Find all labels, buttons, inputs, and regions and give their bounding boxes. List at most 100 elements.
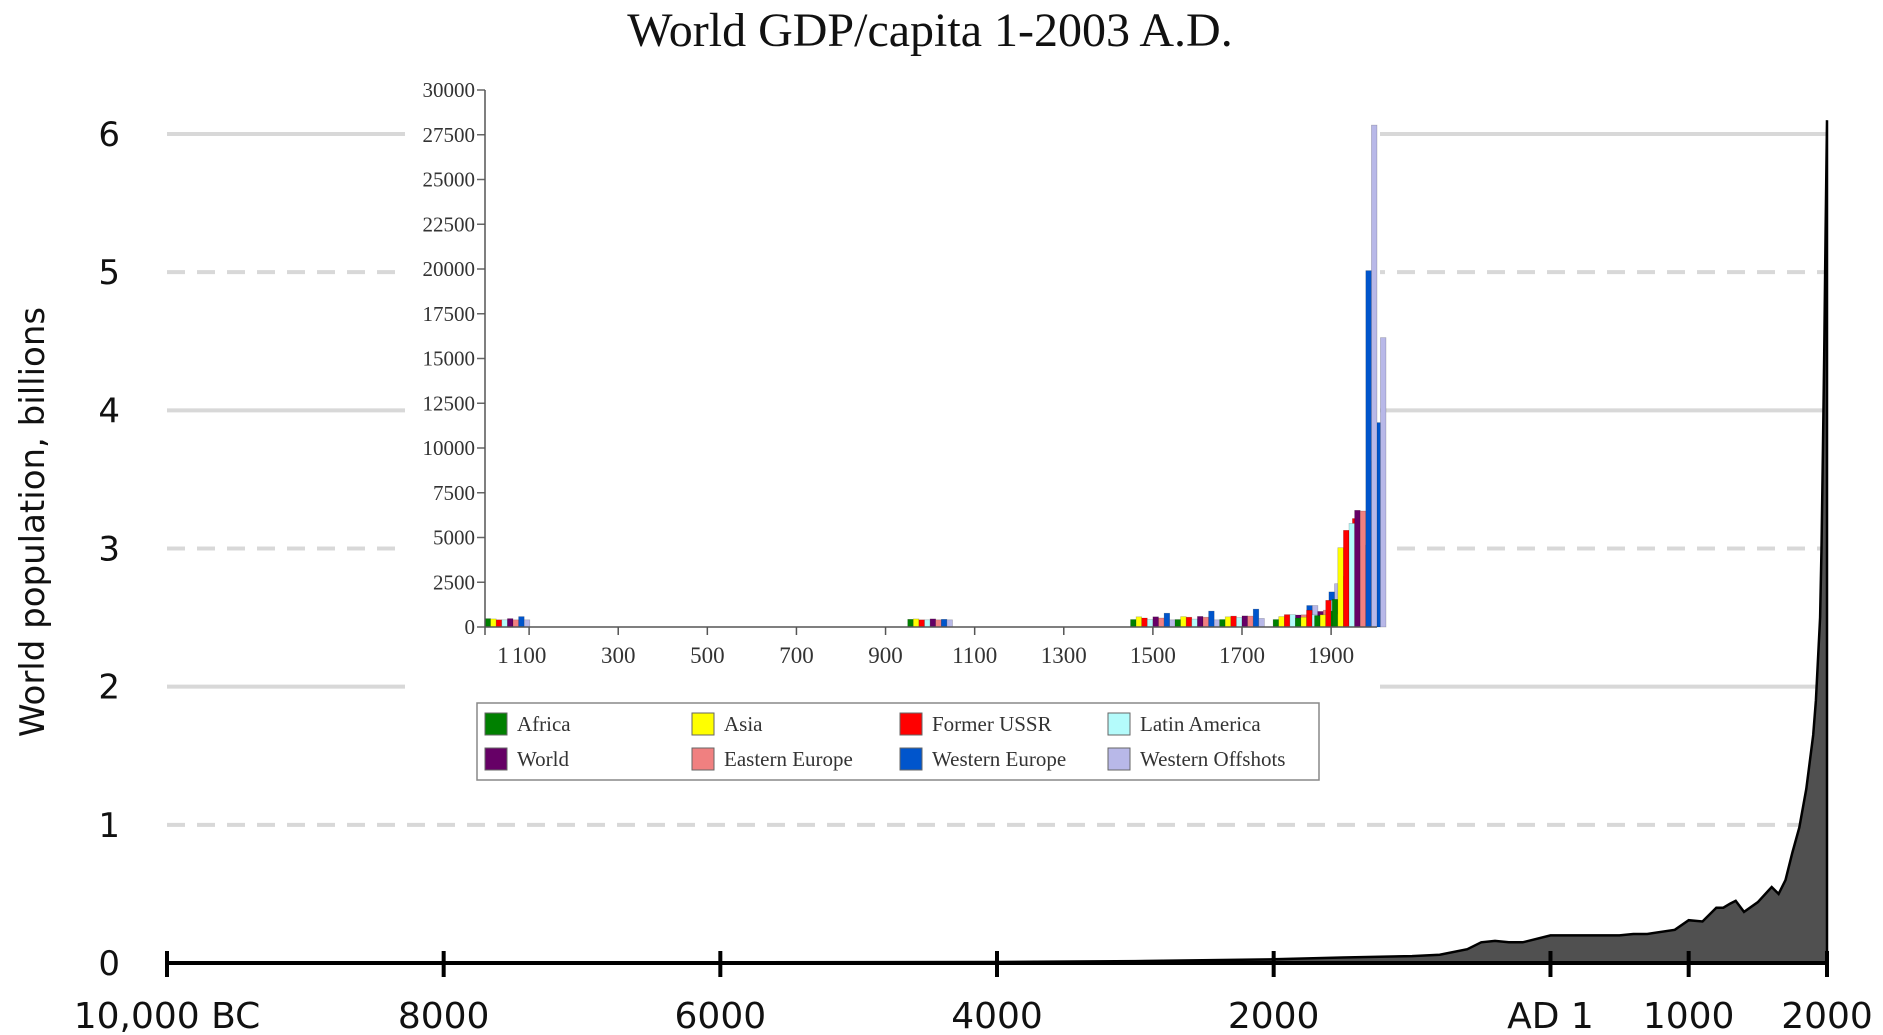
gdp-bar <box>1180 616 1187 628</box>
gdp-bar <box>1213 619 1221 628</box>
gdp-bar <box>1365 270 1372 628</box>
gdp-bar <box>1337 547 1344 628</box>
gdp-x-tick-label: 100 <box>512 643 547 668</box>
population-area <box>165 120 1829 965</box>
gdp-bar <box>1331 598 1339 628</box>
gdp-bar <box>1174 619 1181 628</box>
population-y-ticks: 0 1 2 3 4 5 6 <box>98 115 120 984</box>
gdp-x-tick-label: 1500 <box>1130 643 1176 668</box>
gdp-bar <box>1295 617 1302 628</box>
gdp-bar <box>518 616 525 628</box>
gdp-y-tick-label: 0 <box>465 615 476 639</box>
gdp-x-tick-label: 1300 <box>1041 643 1087 668</box>
gdp-y-tick-label: 7500 <box>433 481 475 505</box>
gdp-legend-label: World <box>517 747 569 771</box>
population-y-tick-label: 5 <box>98 253 120 293</box>
gdp-bar <box>1135 616 1142 628</box>
gdp-bar <box>1343 529 1350 628</box>
gdp-legend-swatch <box>1107 712 1131 736</box>
gdp-bar <box>1208 610 1215 628</box>
gdp-bar <box>1185 616 1193 628</box>
gdp-x-tick-label: 1900 <box>1308 643 1354 668</box>
gdp-legend-label: Latin America <box>1140 712 1261 736</box>
gdp-bar <box>1380 337 1387 628</box>
gdp-bar <box>1202 616 1209 628</box>
gdp-legend-box <box>476 702 1320 781</box>
gdp-bar <box>935 619 942 628</box>
gdp-bar <box>1241 615 1248 628</box>
gdp-bar <box>1325 599 1332 628</box>
gdp-legend: Africa Asia Former USSR Latin America World E… <box>476 702 1320 781</box>
gdp-legend-label: Western Europe <box>932 747 1066 771</box>
gdp-bar <box>1130 619 1137 628</box>
gdp-bar <box>1169 619 1176 628</box>
gdp-bar <box>1219 619 1226 628</box>
gdp-bar <box>1230 615 1237 628</box>
gdp-bar <box>523 619 531 628</box>
gdp-legend-label: Africa <box>517 712 571 736</box>
gdp-bar <box>1272 619 1279 628</box>
gdp-bar <box>1306 609 1313 628</box>
gdp-chart-title: World GDP/capita 1-2003 A.D. <box>627 4 1232 57</box>
gdp-y-tick-label: 20000 <box>423 257 476 281</box>
gdp-bar <box>1300 616 1307 628</box>
gdp-y-tick-label: 30000 <box>423 78 476 102</box>
population-x-tick-label: 10,000 BC <box>74 996 261 1035</box>
gdp-bar <box>1348 523 1355 628</box>
gdp-legend-label: Former USSR <box>932 712 1052 736</box>
gdp-x-ticks: 1 100 300 500 700 900 1100 1300 1500 1700 1900 <box>484 627 1354 668</box>
gdp-bar <box>1147 619 1154 628</box>
population-y-tick-label: 1 <box>98 806 120 846</box>
gdp-bar <box>907 618 914 628</box>
gdp-legend-swatch <box>899 712 923 736</box>
gdp-inset-chart: World GDP/capita 1-2003 A.D. 0 2500 5000 75… <box>405 4 1387 800</box>
gdp-legend-label: Asia <box>724 712 763 736</box>
gdp-bar <box>512 619 519 628</box>
gdp-y-tick-label: 22500 <box>423 212 476 236</box>
population-y-tick-label: 6 <box>98 115 120 155</box>
gdp-x-tick-label: 700 <box>779 643 814 668</box>
gdp-legend-label: Eastern Europe <box>724 747 853 771</box>
population-y-tick-label: 2 <box>98 668 120 708</box>
gdp-bar <box>495 619 503 628</box>
gdp-bar <box>1354 509 1361 628</box>
gdp-bar <box>1359 510 1367 628</box>
gdp-bar <box>924 619 931 628</box>
gdp-y-tick-label: 2500 <box>433 570 475 594</box>
gdp-y-ticks: 0 2500 5000 7500 10000 12500 15000 17500 20000 22… <box>423 78 485 639</box>
gdp-y-tick-label: 15000 <box>423 347 476 371</box>
population-x-tick-label: 2000 <box>1781 996 1873 1035</box>
population-x-tick-label: 4000 <box>951 996 1043 1035</box>
gdp-x-tick-label: 900 <box>868 643 903 668</box>
gdp-legend-swatch <box>1107 747 1131 771</box>
population-y-tick-label: 4 <box>98 391 120 431</box>
gdp-x-tick-label: 1100 <box>952 643 997 668</box>
gdp-y-tick-label: 27500 <box>423 123 476 147</box>
gdp-bar <box>1314 615 1321 628</box>
gdp-bar <box>1258 618 1265 628</box>
gdp-bar <box>1141 617 1148 628</box>
gdp-legend-label: Western Offshots <box>1140 747 1285 771</box>
gdp-bar <box>1371 124 1378 628</box>
gdp-bar <box>507 618 514 628</box>
population-y-axis-label: World population, billions <box>13 307 53 737</box>
inset-background <box>405 72 1380 800</box>
gdp-y-tick-label: 10000 <box>423 436 476 460</box>
gdp-x-tick-label: 500 <box>690 643 725 668</box>
gdp-x-tick-label: 1 <box>497 643 509 668</box>
gdp-bar <box>929 618 936 628</box>
gdp-axes <box>484 90 1377 628</box>
gdp-bar <box>940 618 948 628</box>
gdp-bar <box>1236 617 1243 628</box>
gdp-bar <box>1278 616 1285 628</box>
gdp-y-tick-label: 17500 <box>423 302 476 326</box>
gdp-bar <box>1319 614 1326 628</box>
gdp-y-tick-label: 12500 <box>423 391 476 415</box>
gdp-y-tick-label: 25000 <box>423 168 476 192</box>
gdp-bar <box>912 618 920 628</box>
gdp-bar <box>490 618 497 628</box>
population-y-tick-label: 0 <box>98 944 120 984</box>
gdp-bar <box>484 618 491 628</box>
gdp-legend-swatch <box>484 747 508 771</box>
